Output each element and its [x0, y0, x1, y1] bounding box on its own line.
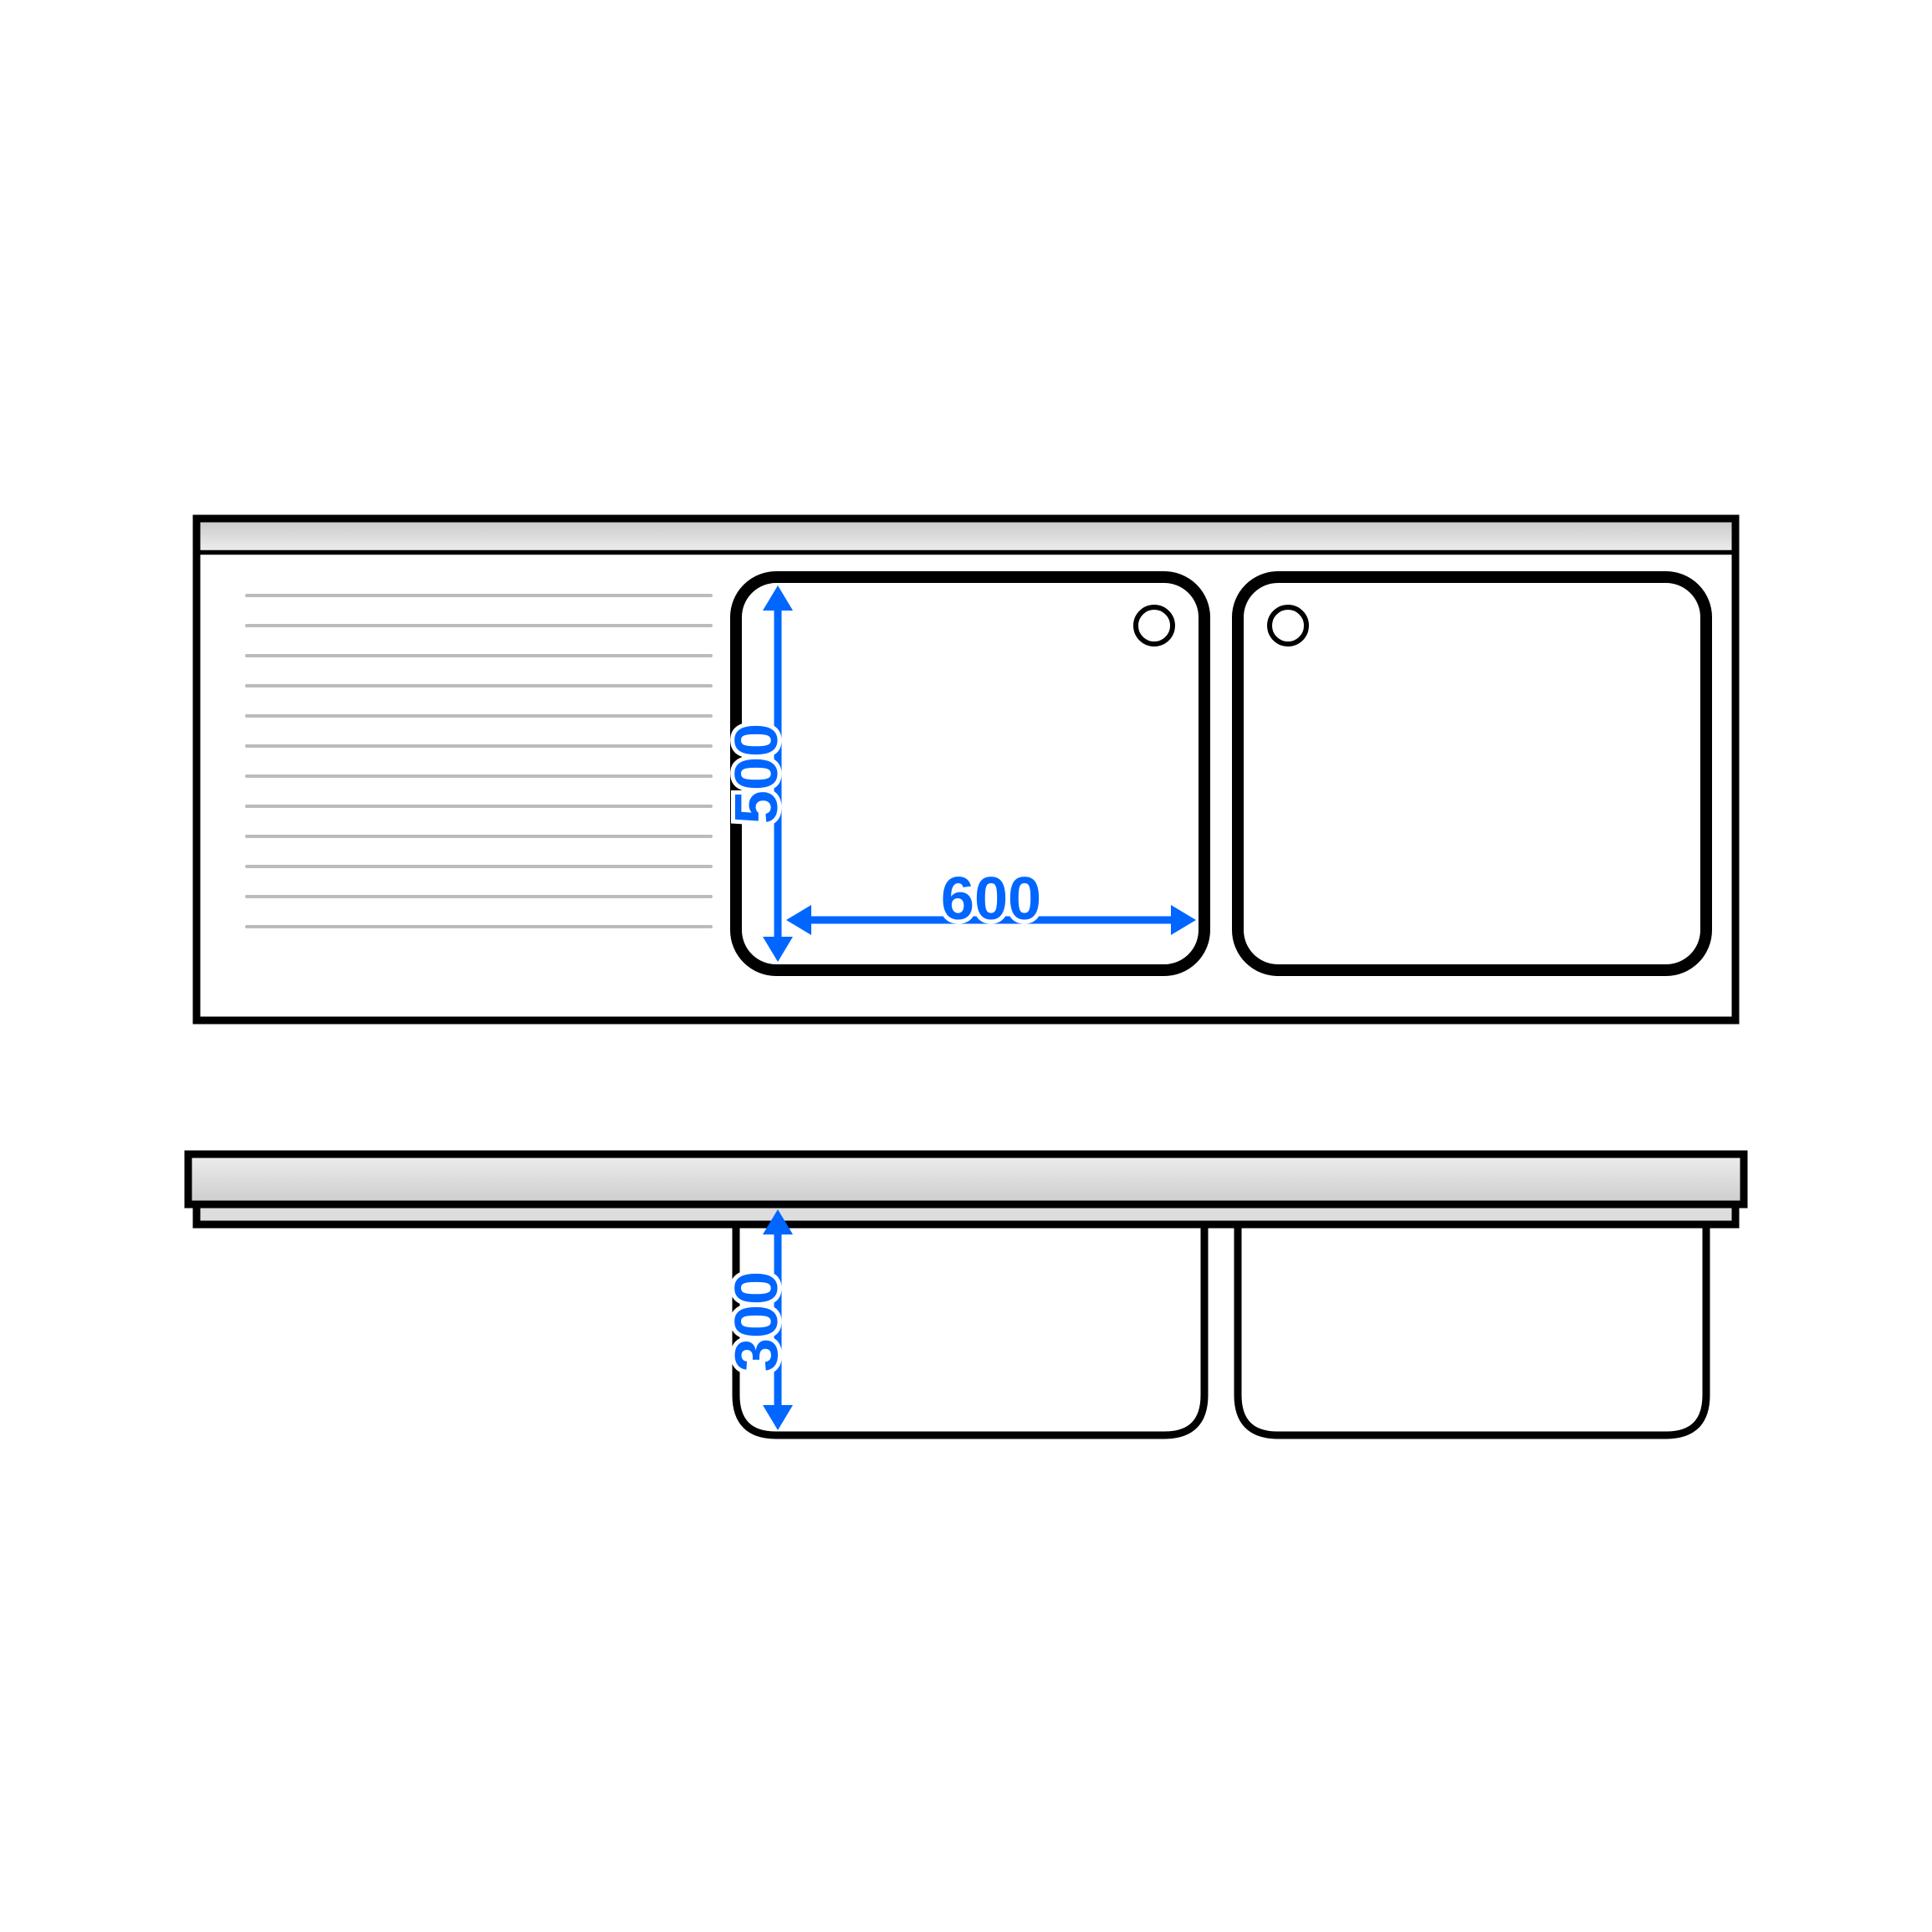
- shelf-top: [188, 1154, 1744, 1204]
- dimension-depth-label: 300: [723, 1271, 790, 1372]
- dimension-height-label: 500: [723, 723, 790, 824]
- top-view: [197, 519, 1735, 1020]
- front-view: [188, 1154, 1744, 1435]
- shelf-lip: [197, 1204, 1735, 1224]
- dimension-width-label: 600: [941, 866, 1041, 933]
- basin-right-top: [1238, 577, 1706, 970]
- worktop-back-strip: [201, 523, 1732, 553]
